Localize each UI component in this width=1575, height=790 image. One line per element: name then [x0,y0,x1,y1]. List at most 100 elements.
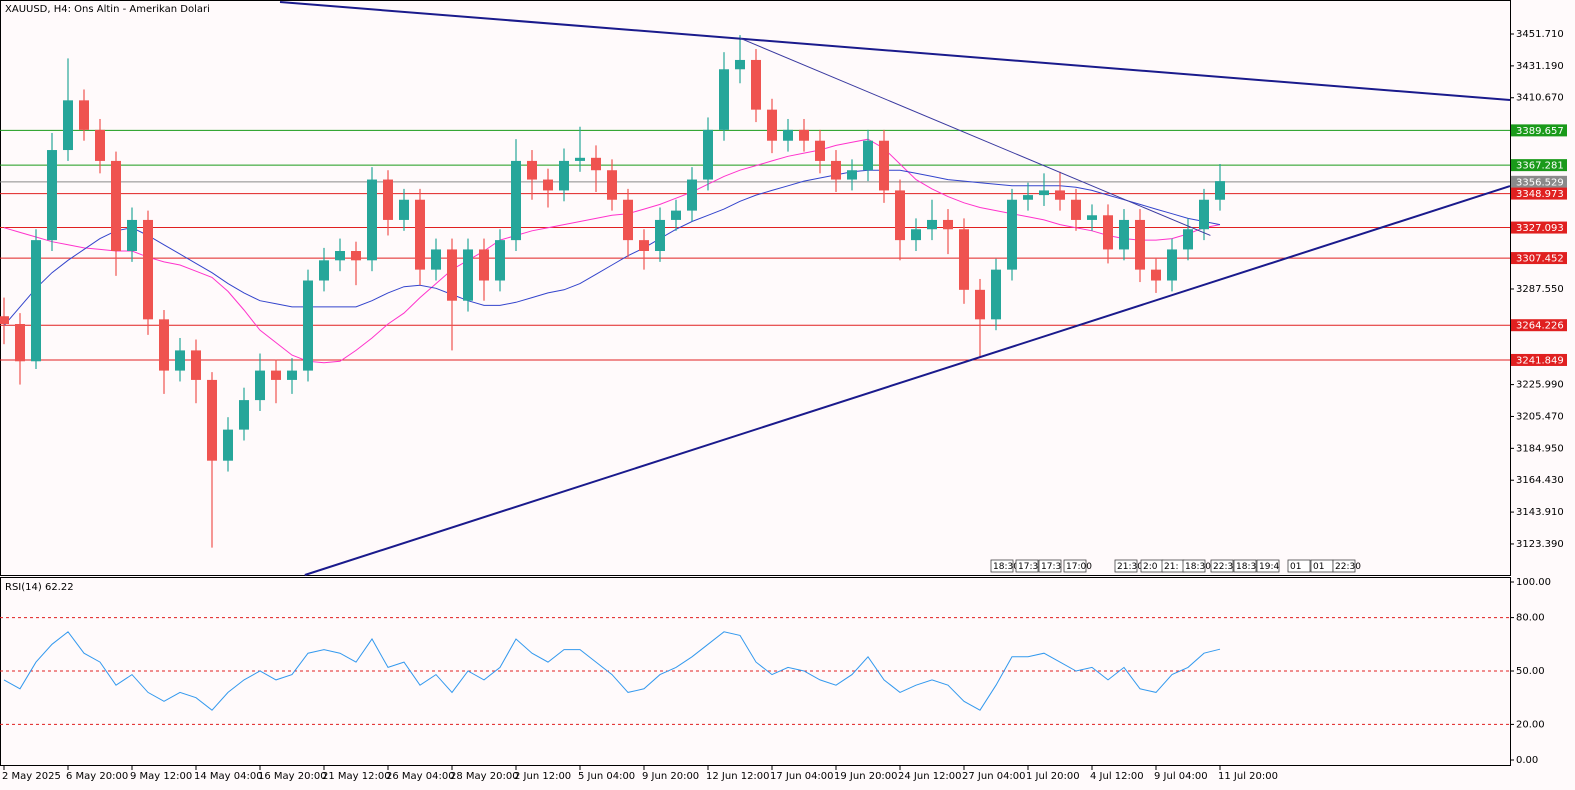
rsi-title: RSI(14) 62.22 [5,582,74,593]
candle-body [447,249,457,301]
rsi-y-tick-label: 0.00 [1516,755,1538,766]
rsi-y-tick-label: 100.00 [1516,577,1551,588]
x-tick-label: 24 Jun 12:00 [898,771,962,782]
time-tag: 01 [1313,562,1324,572]
candle-body [15,324,25,362]
candle-body [111,160,121,251]
time-tag-box [1114,559,1138,573]
level-label-box [1511,159,1567,172]
candle-body [1103,215,1113,250]
time-tag: 22:30 [1335,562,1361,572]
candle-body [239,400,249,430]
x-tick-label: 26 May 04:00 [386,771,455,782]
candle-body [271,370,281,380]
y-tick-label: 3123.390 [1516,539,1564,550]
x-tick-label: 28 May 20:00 [450,771,519,782]
candle-body [815,140,825,161]
x-tick-label: 19 Jun 20:00 [834,771,898,782]
time-tag: 17:3 [1041,562,1061,572]
candle-body [1183,229,1193,250]
candle-body [287,370,297,380]
level-label-box [1511,221,1567,234]
x-tick-label: 21 May 12:00 [322,771,391,782]
candle-body [831,160,841,180]
x-tick-label: 11 Jul 20:00 [1218,771,1278,782]
candle-body [351,250,361,261]
candle-body [1087,215,1097,220]
candle-body [47,150,57,241]
x-tick-label: 14 May 04:00 [194,771,263,782]
candle-body [991,269,1001,320]
candle-body [143,219,153,320]
candle-body [495,240,505,281]
candle-body [1199,199,1209,230]
candle-body [879,140,889,191]
trendline [304,185,1511,576]
candle-body [655,219,665,251]
candle-body [191,350,201,380]
level-label-box [1511,252,1567,265]
time-tag-box [1287,559,1311,573]
y-tick-label: 3184.950 [1516,443,1564,454]
time-tag: 17:3 [1018,562,1038,572]
candle-body [703,129,713,180]
rsi-plot [0,617,1510,725]
rsi-y-tick-label: 80.00 [1516,613,1545,624]
y-tick-label: 3287.550 [1516,284,1564,295]
candle-body [927,219,937,230]
x-tick-label: 9 Jul 04:00 [1154,771,1208,782]
candle-body [607,170,617,200]
y-tick-label: 3205.470 [1516,411,1564,422]
level-label-box [1511,175,1567,188]
candle-body [463,249,473,301]
level-label: 3367.281 [1516,161,1564,172]
candle-body [1215,181,1225,200]
candle-body [79,100,89,130]
level-label-box [1511,187,1567,200]
candle-body [1071,199,1081,220]
level-label-box [1511,124,1567,137]
candle-body [751,59,761,110]
level-label: 3241.849 [1516,355,1564,366]
level-label-box [1511,353,1567,366]
candle-body [1007,199,1017,270]
candle-body [95,129,105,161]
candle-body [159,319,169,371]
x-tick-label: 1 Jul 20:00 [1026,771,1080,782]
level-label: 3264.226 [1516,321,1564,332]
y-tick-label: 3431.190 [1516,61,1564,72]
axes: 3451.710 3431.190 3410.670 3287.550 3225.990… [2,29,1567,782]
time-tag-box [1182,559,1206,573]
level-label: 3389.657 [1516,126,1564,137]
x-tick-label: 2 May 2025 [2,771,61,782]
candle-body [431,249,441,270]
y-tick-label: 3451.710 [1516,29,1564,40]
y-tick-label: 3225.990 [1516,380,1564,391]
candle-body [479,249,489,281]
candle-body [1039,190,1049,196]
candle-body [591,157,601,171]
candle-body [783,129,793,141]
candle-body [1151,269,1161,281]
x-tick-label: 27 Jun 04:00 [962,771,1026,782]
candle-body [319,260,329,281]
candle-body [1055,190,1065,200]
rsi-y-tick-label: 20.00 [1516,719,1545,730]
candle-body [623,199,633,241]
candle-body [511,160,521,241]
x-tick-label: 4 Jul 12:00 [1090,771,1144,782]
x-tick-label: 5 Jun 04:00 [578,771,635,782]
candle-body [255,370,265,401]
candle-body [911,229,921,241]
candle-body [543,179,553,191]
level-label: 3348.973 [1516,189,1564,200]
time-tag: 21: [1164,562,1178,572]
candle-body [975,289,985,320]
level-label: 3307.452 [1516,254,1564,265]
time-tag: 19:4 [1259,562,1279,572]
candle-body [575,157,585,161]
time-tag: 18:3 [1236,562,1256,572]
moving-average [3,169,1221,326]
